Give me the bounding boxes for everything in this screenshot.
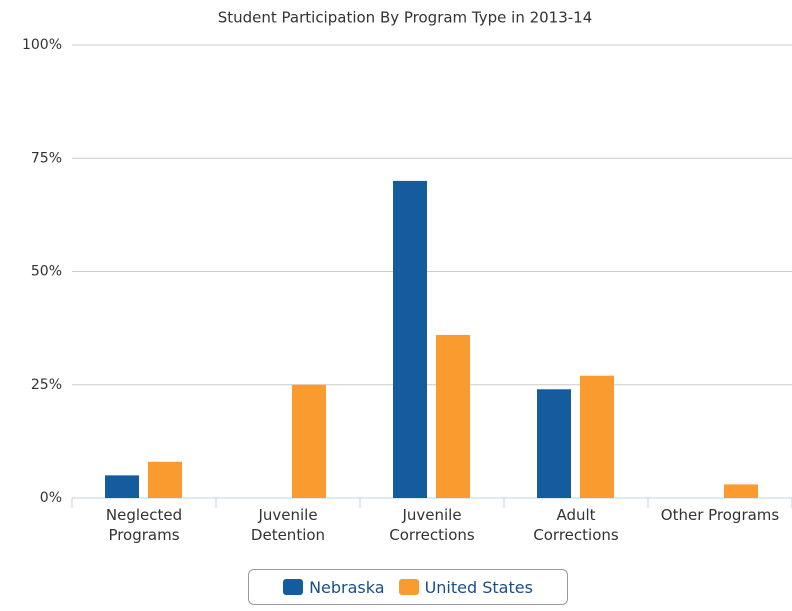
- bar: [105, 475, 139, 498]
- bar: [292, 384, 326, 498]
- y-tick-label: 100%: [22, 37, 62, 53]
- bar: [393, 180, 427, 498]
- x-tick-label: Adult Corrections: [533, 506, 619, 544]
- legend-label: United States: [424, 577, 533, 597]
- x-tick-label: Other Programs: [660, 506, 780, 524]
- y-tick-label: 75%: [31, 150, 62, 166]
- x-tick-label: Juvenile Corrections: [389, 506, 475, 544]
- y-tick-label: 0%: [40, 490, 62, 506]
- y-tick-label: 25%: [31, 377, 62, 393]
- bar: [724, 484, 758, 498]
- bar: [537, 389, 571, 498]
- y-tick-label: 50%: [31, 264, 62, 280]
- x-tick-label: Juvenile Detention: [250, 506, 326, 544]
- bar: [436, 334, 470, 498]
- legend-label: Nebraska: [309, 577, 385, 597]
- legend-swatch: [398, 579, 419, 595]
- legend: Nebraska United States: [248, 569, 568, 605]
- x-tick-label: Neglected Programs: [105, 506, 183, 544]
- legend-item: United States: [398, 577, 533, 597]
- legend-swatch: [283, 579, 304, 595]
- bar: [580, 375, 614, 498]
- legend-item: Nebraska: [283, 577, 385, 597]
- chart-title: Student Participation By Program Type in…: [218, 9, 593, 27]
- bar: [148, 461, 182, 498]
